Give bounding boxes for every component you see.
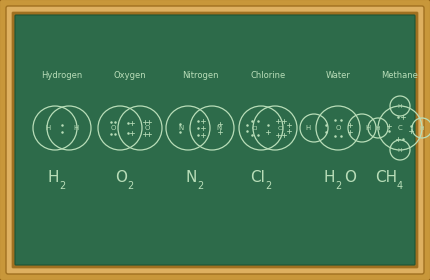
Text: 2: 2 [197,181,203,191]
Text: 2: 2 [335,181,341,191]
Text: H: H [74,125,79,131]
Text: N: N [178,125,184,131]
Text: H: H [398,104,402,109]
Text: O: O [115,171,127,186]
Text: Water: Water [326,71,350,80]
Text: 2: 2 [127,181,133,191]
Text: H: H [323,171,335,186]
Text: Oxygen: Oxygen [114,71,146,80]
Text: H: H [376,125,380,130]
FancyBboxPatch shape [6,6,424,274]
Text: N: N [186,171,197,186]
Text: H: H [420,125,424,130]
Text: 4: 4 [397,181,403,191]
Text: H: H [305,125,310,131]
Text: H: H [398,148,402,153]
Text: N: N [216,125,221,131]
FancyBboxPatch shape [15,15,415,265]
Text: O: O [111,125,116,131]
Text: Hydrogen: Hydrogen [41,71,83,80]
Text: H: H [46,125,51,131]
Text: O: O [344,171,356,186]
Text: Nitrogen: Nitrogen [182,71,218,80]
Text: H: H [366,125,371,131]
Text: 2: 2 [265,181,271,191]
Text: O: O [335,125,341,131]
FancyBboxPatch shape [12,12,418,268]
Text: Methane: Methane [381,71,418,80]
Text: Cl: Cl [250,171,265,186]
Text: C: C [398,125,402,131]
Text: Cl: Cl [252,125,258,130]
Text: CH: CH [375,171,397,186]
Text: Cl: Cl [278,125,284,130]
Text: O: O [144,125,150,131]
Text: Chlorine: Chlorine [250,71,286,80]
Text: H: H [47,171,59,186]
Text: 2: 2 [59,181,65,191]
